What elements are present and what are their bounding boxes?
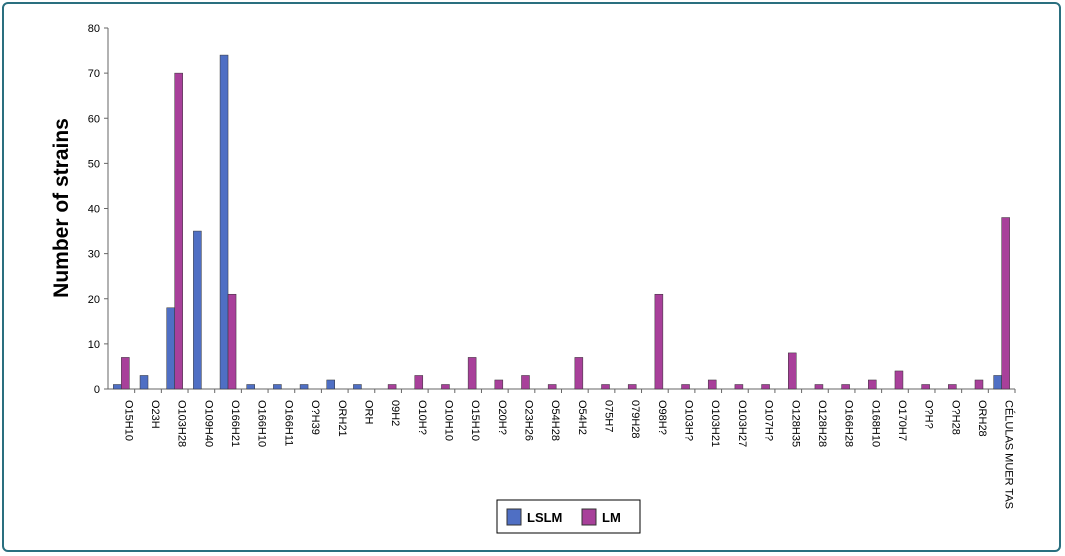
bar [681,384,690,390]
x-tick-label: O128H35 [789,400,801,447]
bar [326,379,336,390]
bar [299,384,309,390]
x-tick-label: O?H? [923,400,935,429]
x-tick-label: O10H? [416,400,428,435]
x-tick-label: O54H28 [549,400,561,441]
y-tick-label: 80 [88,23,100,35]
bar [761,384,770,390]
x-tick-label: O103H21 [709,400,721,447]
bar [1001,217,1010,390]
bar [387,384,397,390]
x-tick-label: O109H40 [202,400,214,447]
x-tick-label: O170H7 [896,400,908,441]
x-tick-label: O98H? [656,400,668,435]
bar [948,384,957,390]
y-tick-label: 60 [88,113,100,125]
x-tick-label: O?H39 [309,400,321,435]
y-tick-label: 20 [88,294,100,306]
x-tick-label: O10H10 [442,400,454,441]
y-tick-label: 70 [88,68,100,80]
x-tick-label: O103H27 [736,400,748,447]
bar [494,379,504,390]
bar [921,384,930,390]
bar [788,352,797,390]
legend-swatch [506,508,522,526]
x-tick-label: O15H10 [469,400,481,441]
legend-swatch [581,508,597,526]
x-tick-label: ORH28 [976,400,988,437]
bar [227,293,237,390]
bar [521,375,530,390]
x-tick-label: O166H28 [843,400,855,447]
bar [166,307,175,390]
bar [353,384,362,390]
x-tick-label: O166H21 [229,400,241,447]
x-tick-label: O168H10 [869,400,881,447]
x-tick-label: O107H? [763,400,775,441]
y-tick-label: 0 [94,384,100,396]
x-tick-label: O23H [149,400,161,429]
bar [627,384,637,390]
bar [414,375,424,390]
y-tick-label: 40 [88,204,100,216]
bar [601,384,610,390]
bar [734,384,744,390]
bar [113,384,122,390]
y-axis-label: Number of strains [50,118,73,298]
x-tick-label: O?H28 [949,400,961,435]
x-tick-label: O103H? [683,400,695,441]
bar [467,357,477,390]
bar [121,357,130,390]
bar [707,379,717,390]
x-tick-label: O15H10 [122,400,134,441]
legend-label: LM [602,510,621,525]
bar [974,379,984,390]
x-tick-label: 079H28 [629,400,641,439]
x-tick-label: O166H11 [282,400,294,446]
bar [993,375,1002,390]
x-tick-label: O20H? [496,400,508,435]
bar [868,379,877,390]
bar [814,384,824,390]
x-tick-label: 09H2 [389,400,401,426]
bar [174,72,183,390]
x-tick-label: ORH21 [336,400,348,437]
bar [654,293,664,390]
bar [246,384,255,390]
bar [547,384,557,390]
y-tick-label: 10 [88,339,100,351]
bar [441,384,450,390]
bar [894,370,904,390]
x-tick-label: O54H2 [576,400,588,435]
x-tick-label: O103H28 [176,400,188,447]
x-tick-label: O23H26 [522,400,534,441]
bar [273,384,282,390]
legend-label: LSLM [527,510,562,525]
x-tick-label: ORH [362,400,374,425]
x-tick-label: CÉLULAS MUER TAS [1003,400,1016,509]
bar [219,54,229,390]
bar [574,357,584,390]
x-tick-label: 075H7 [603,400,615,432]
bar [193,230,202,390]
y-tick-label: 30 [88,249,100,261]
x-tick-label: O166H10 [256,400,268,447]
bar [139,375,149,390]
bar [841,384,850,390]
y-tick-label: 50 [88,158,100,170]
x-tick-label: O128H28 [816,400,828,447]
